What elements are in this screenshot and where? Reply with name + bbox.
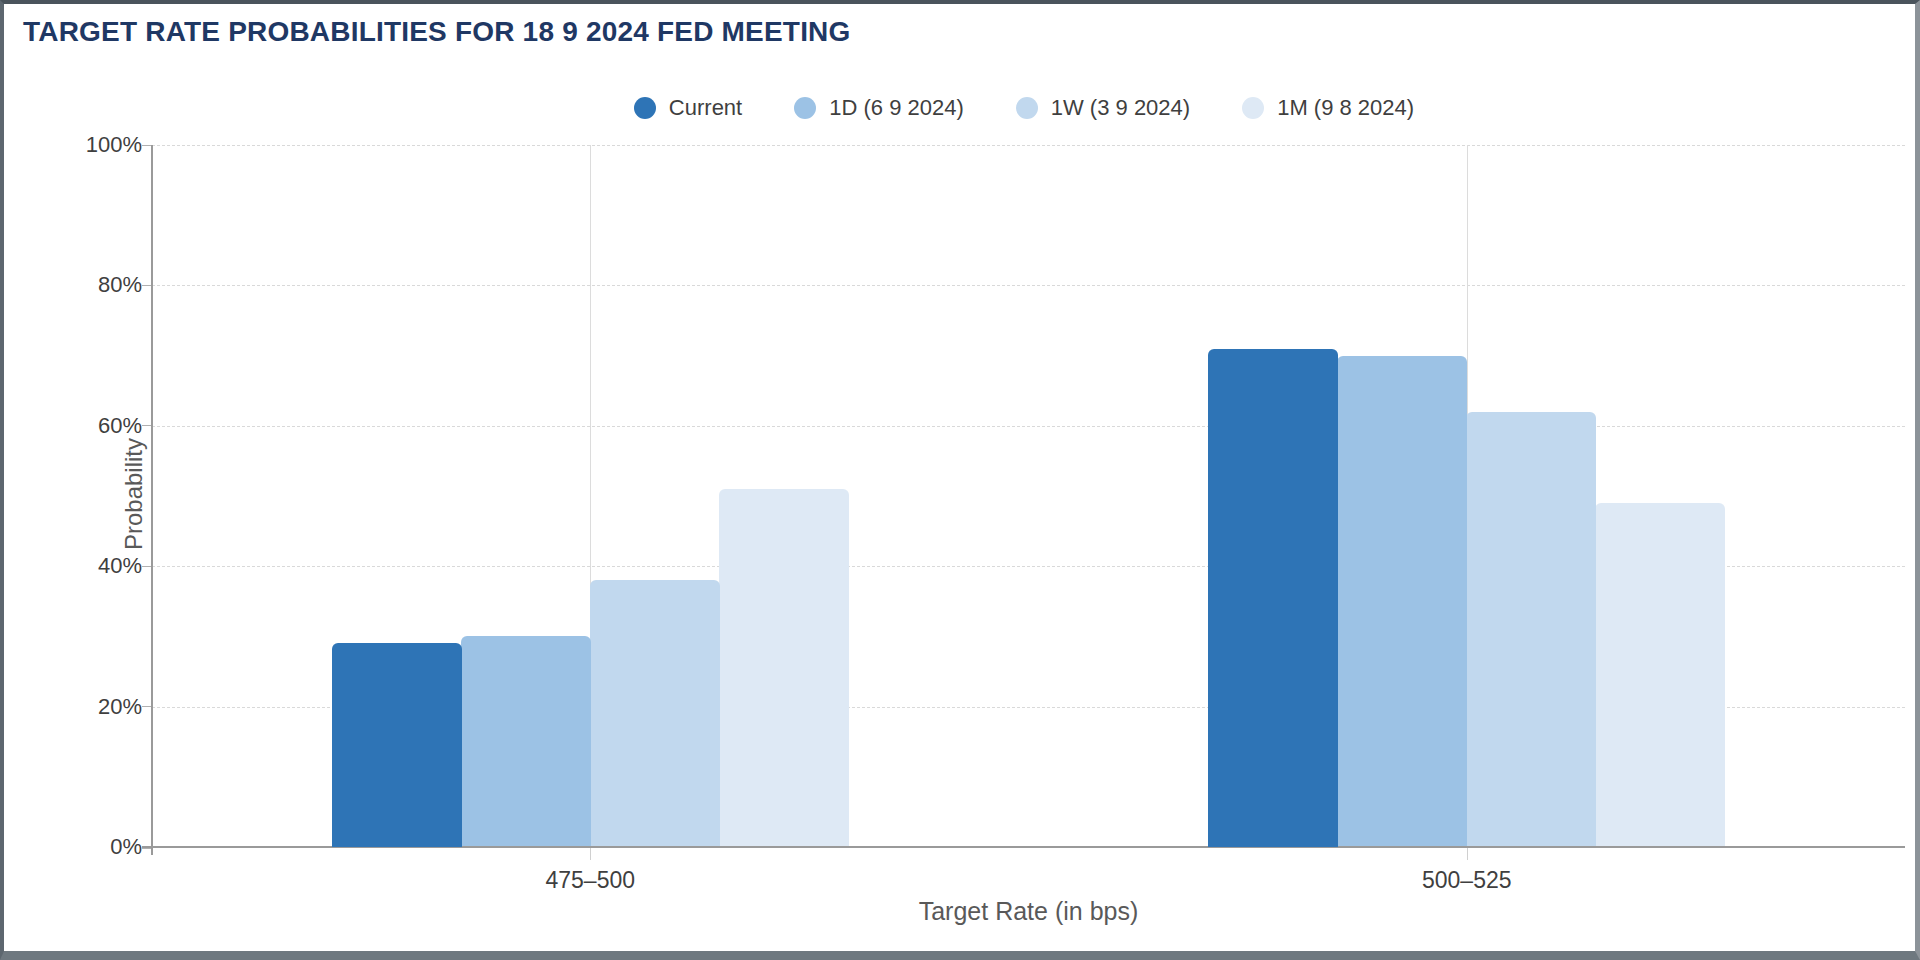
legend: Current 1D (6 9 2024) 1W (3 9 2024) 1M (9 8…	[152, 92, 1896, 124]
bar-1d-500-525[interactable]	[1337, 356, 1467, 847]
legend-item-current[interactable]: Current	[634, 95, 742, 121]
y-tick-label: 100%	[86, 132, 142, 158]
bar-current-475-500[interactable]	[332, 643, 462, 847]
legend-label: Current	[669, 95, 742, 121]
legend-item-1w[interactable]: 1W (3 9 2024)	[1016, 95, 1190, 121]
category-group-500-525: 500–525	[1029, 145, 1906, 847]
bar-current-500-525[interactable]	[1208, 349, 1338, 847]
bar-1d-475-500[interactable]	[461, 636, 591, 847]
bar-1w-500-525[interactable]	[1466, 412, 1596, 847]
y-tick-label: 20%	[98, 694, 142, 720]
legend-item-1d[interactable]: 1D (6 9 2024)	[794, 95, 964, 121]
bar-1m-500-525[interactable]	[1595, 503, 1725, 847]
bar-1w-475-500[interactable]	[590, 580, 720, 847]
y-tick-label: 0%	[110, 834, 142, 860]
x-axis-tick	[590, 847, 591, 860]
legend-dot-icon	[1016, 97, 1038, 119]
bar-group	[152, 489, 1029, 847]
y-tick-label: 40%	[98, 553, 142, 579]
plot-area: Probability Target Rate (in bps) 0%20%40…	[152, 145, 1905, 847]
x-category-label: 475–500	[152, 867, 1029, 894]
chart-window: TARGET RATE PROBABILITIES FOR 18 9 2024 …	[0, 0, 1920, 960]
legend-item-1m[interactable]: 1M (9 8 2024)	[1242, 95, 1414, 121]
legend-label: 1M (9 8 2024)	[1277, 95, 1414, 121]
y-tick-label: 60%	[98, 413, 142, 439]
x-axis-title: Target Rate (in bps)	[152, 897, 1905, 926]
y-axis-line	[151, 145, 153, 855]
y-tick-label: 80%	[98, 272, 142, 298]
y-axis-tick	[142, 145, 151, 146]
chart-title: TARGET RATE PROBABILITIES FOR 18 9 2024 …	[23, 16, 851, 48]
y-axis-tick	[142, 706, 151, 707]
category-group-475-500: 475–500	[152, 145, 1029, 847]
bar-1m-475-500[interactable]	[719, 489, 849, 847]
legend-label: 1D (6 9 2024)	[829, 95, 964, 121]
y-axis-tick	[142, 285, 151, 286]
legend-dot-icon	[794, 97, 816, 119]
legend-label: 1W (3 9 2024)	[1051, 95, 1190, 121]
legend-dot-icon	[634, 97, 656, 119]
y-axis-tick	[142, 425, 151, 426]
legend-dot-icon	[1242, 97, 1264, 119]
x-category-label: 500–525	[1029, 867, 1906, 894]
y-axis-tick	[142, 566, 151, 567]
x-axis-tick	[1467, 847, 1468, 860]
bar-group	[1029, 349, 1906, 847]
